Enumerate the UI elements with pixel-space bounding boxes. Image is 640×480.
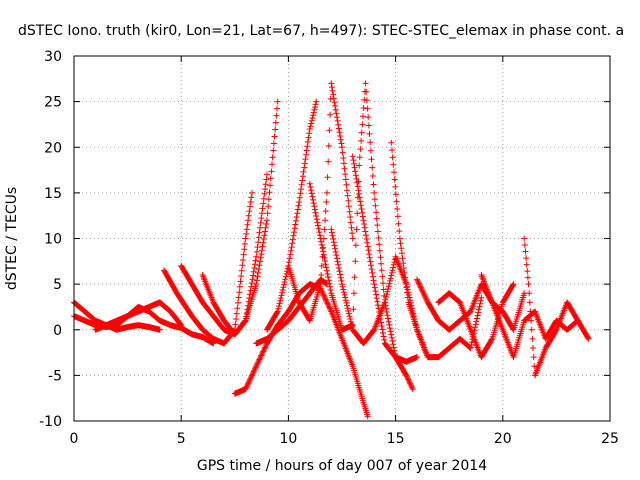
series-markers — [264, 98, 320, 333]
x-axis-label: GPS time / hours of day 007 of year 2014 — [197, 458, 487, 474]
data-series — [388, 139, 485, 361]
x-tick-label: 10 — [279, 431, 297, 447]
x-tick-label: 20 — [494, 431, 512, 447]
data-series — [306, 80, 416, 393]
series-markers — [388, 139, 485, 361]
y-tick-label: 5 — [53, 277, 62, 293]
y-tick-label: 0 — [53, 323, 62, 339]
data-series — [521, 235, 581, 379]
y-tick-label: 10 — [44, 232, 62, 248]
y-tick-label: -10 — [39, 414, 62, 430]
chart-title: dSTEC Iono. truth (kir0, Lon=21, Lat=67,… — [18, 23, 624, 39]
data-series — [285, 80, 356, 324]
y-axis-label: dSTEC / TECUs — [4, 187, 20, 290]
data-series — [349, 153, 420, 365]
series-markers — [349, 153, 420, 365]
data-series — [92, 299, 185, 333]
series-markers — [199, 171, 270, 338]
x-tick-label: 0 — [70, 431, 79, 447]
y-tick-label: 15 — [44, 186, 62, 202]
x-tick-label: 5 — [177, 431, 186, 447]
series-markers — [253, 276, 330, 347]
series-markers — [285, 80, 356, 324]
series-markers — [306, 80, 416, 393]
series-markers — [521, 235, 581, 379]
x-tick-label: 15 — [387, 431, 405, 447]
y-tick-label: 25 — [44, 95, 62, 111]
x-tick-label: 25 — [601, 431, 619, 447]
series-markers — [178, 98, 281, 338]
grid — [74, 56, 610, 421]
data-series — [178, 98, 281, 338]
axis-ticks: 0 5 10 15 20 25 -10 -5 0 5 10 15 20 25 30 — [39, 49, 619, 447]
data-series — [199, 171, 270, 338]
y-tick-label: 20 — [44, 140, 62, 156]
y-tick-label: 30 — [44, 49, 62, 65]
data-series — [253, 276, 330, 347]
data-series — [231, 281, 371, 420]
data-points — [71, 80, 592, 420]
series-markers — [231, 281, 371, 420]
series-markers — [92, 299, 185, 333]
data-series — [264, 98, 320, 333]
y-tick-label: -5 — [48, 368, 62, 384]
